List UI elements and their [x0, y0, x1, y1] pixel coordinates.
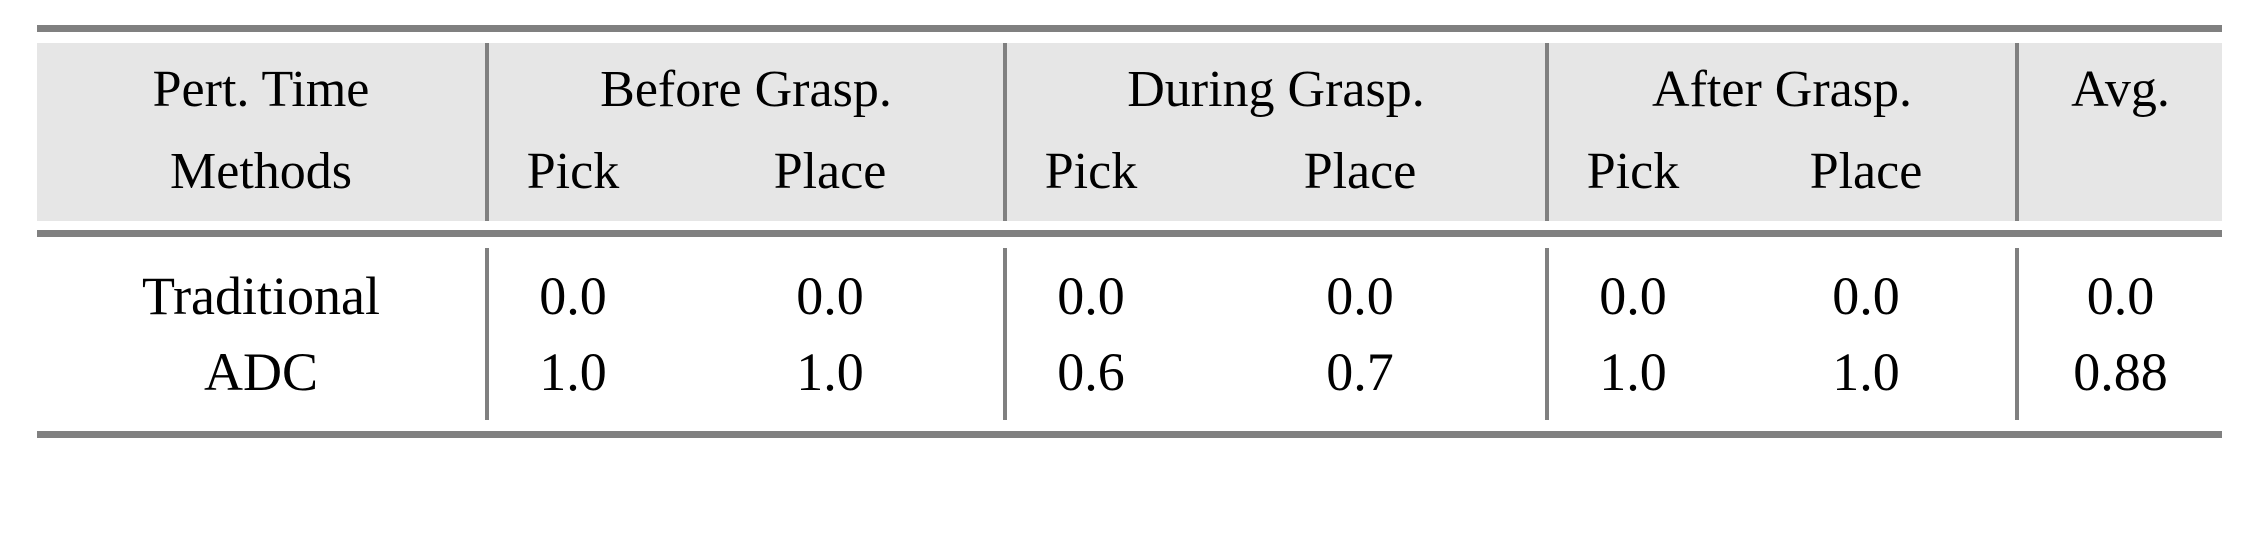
header-pert-time: Pert. Time — [37, 43, 487, 131]
cell-during-place: 0.0 — [1175, 248, 1547, 334]
cell-during-place: 0.7 — [1175, 334, 1547, 420]
header-avg-sub — [2015, 131, 2222, 221]
header-row-sub: Methods Pick Place Pick Place Pick Place — [37, 131, 2222, 221]
results-table-container: Pert. Time Before Grasp. During Grasp. A… — [37, 25, 2222, 438]
cell-before-place: 1.0 — [657, 334, 1005, 420]
cell-before-pick: 1.0 — [485, 334, 657, 420]
mid-rule — [37, 230, 2222, 237]
body-bottom-gap — [37, 420, 2222, 431]
cell-after-place: 0.0 — [1717, 248, 2017, 334]
header-before-grasp: Before Grasp. — [485, 43, 1005, 131]
header-avg: Avg. — [2015, 43, 2222, 131]
cell-avg: 0.88 — [2015, 334, 2222, 420]
header-after-place: Place — [1717, 131, 2017, 221]
cell-during-pick: 0.0 — [1003, 248, 1175, 334]
top-rule — [37, 25, 2222, 32]
cell-before-place: 0.0 — [657, 248, 1005, 334]
table-row: ADC 1.0 1.0 0.6 0.7 1.0 1.0 0.88 — [37, 334, 2222, 420]
header-before-place: Place — [657, 131, 1005, 221]
cell-avg: 0.0 — [2015, 248, 2222, 334]
header-during-pick: Pick — [1003, 131, 1175, 221]
header-after-pick: Pick — [1545, 131, 1717, 221]
header-row-group: Pert. Time Before Grasp. During Grasp. A… — [37, 43, 2222, 131]
cell-method: ADC — [37, 334, 487, 420]
header-bottom-gap — [37, 221, 2222, 230]
cell-during-pick: 0.6 — [1003, 334, 1175, 420]
bottom-rule — [37, 431, 2222, 438]
results-table: Pert. Time Before Grasp. During Grasp. A… — [37, 25, 2222, 438]
header-during-place: Place — [1175, 131, 1547, 221]
header-methods: Methods — [37, 131, 487, 221]
table-row: Traditional 0.0 0.0 0.0 0.0 0.0 0.0 0.0 — [37, 248, 2222, 334]
cell-method: Traditional — [37, 248, 487, 334]
cell-after-pick: 1.0 — [1545, 334, 1717, 420]
cell-before-pick: 0.0 — [485, 248, 657, 334]
cell-after-pick: 0.0 — [1545, 248, 1717, 334]
cell-after-place: 1.0 — [1717, 334, 2017, 420]
header-during-grasp: During Grasp. — [1003, 43, 1547, 131]
mid-rule-gap — [37, 237, 2222, 248]
header-before-pick: Pick — [485, 131, 657, 221]
top-rule-gap — [37, 32, 2222, 43]
header-after-grasp: After Grasp. — [1545, 43, 2017, 131]
